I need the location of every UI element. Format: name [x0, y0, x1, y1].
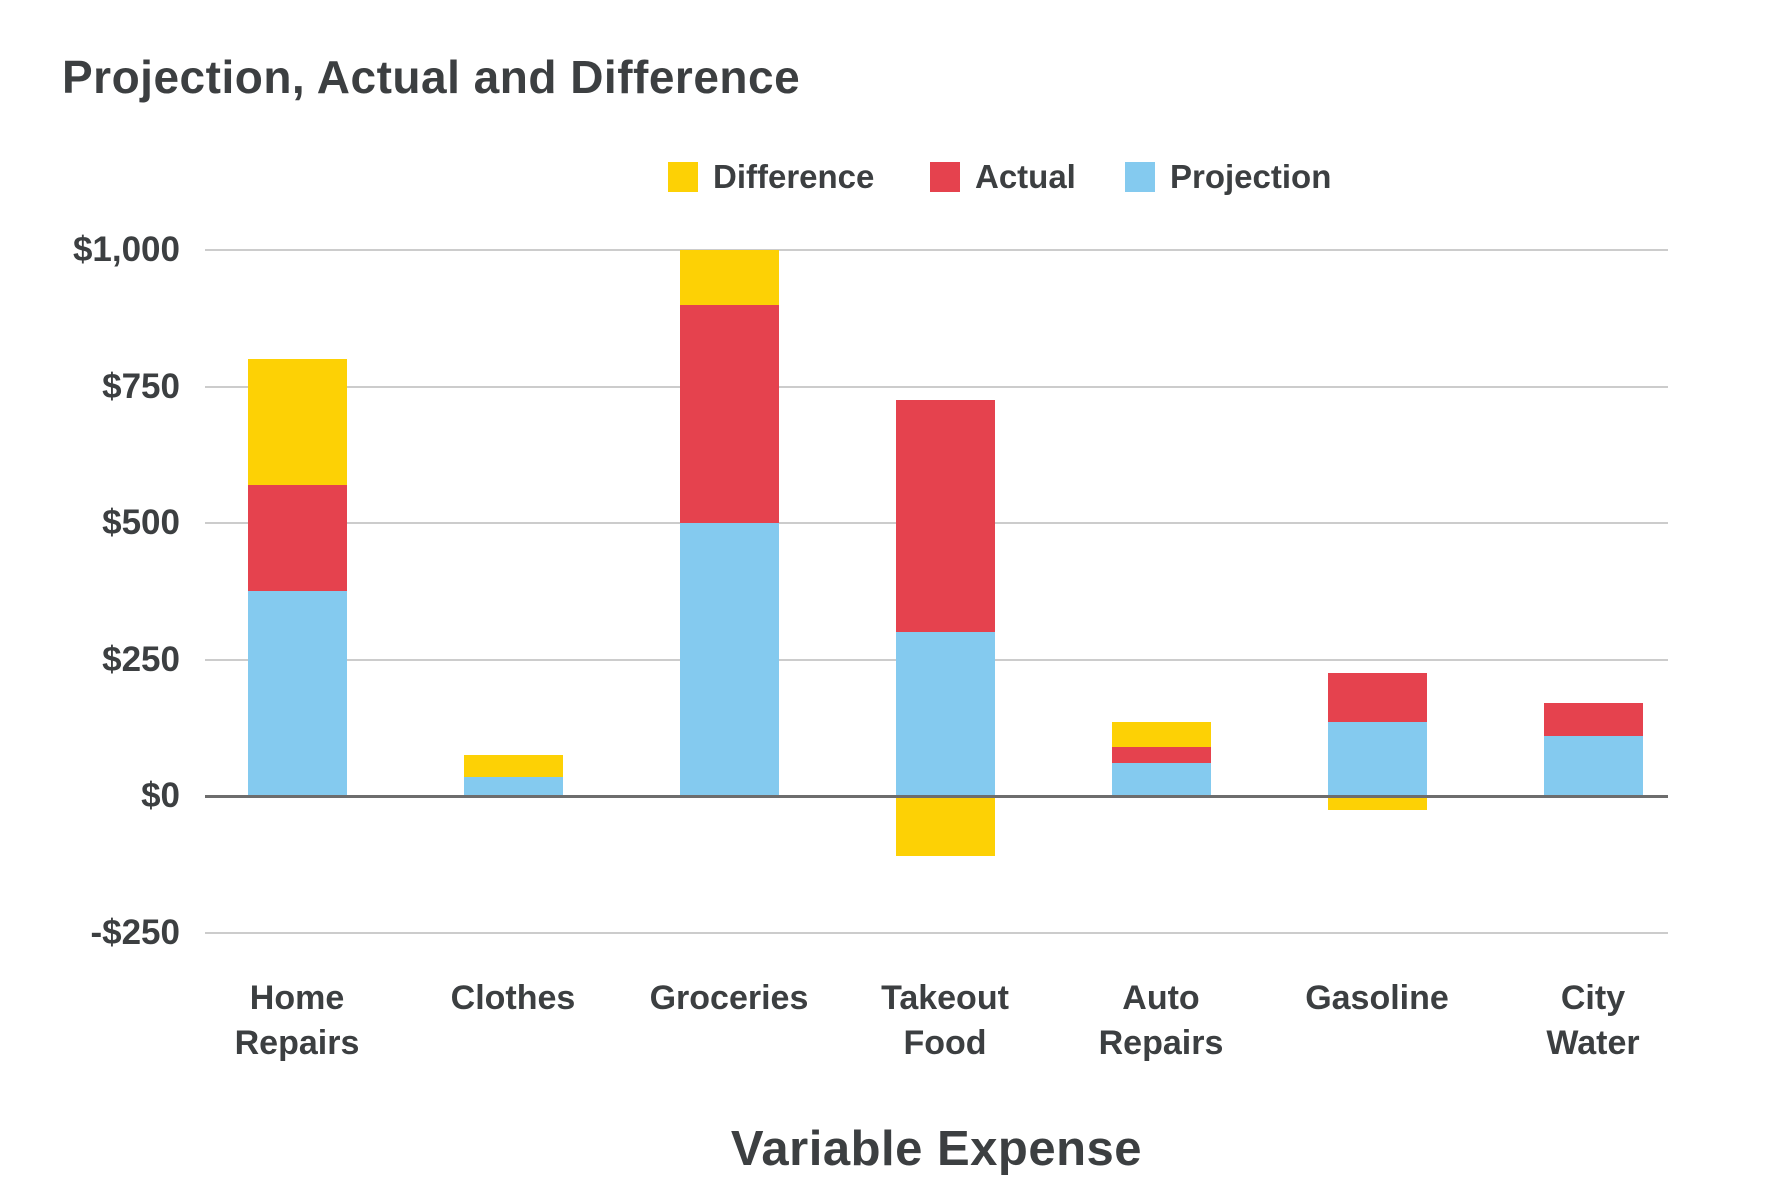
legend-label: Actual — [975, 158, 1076, 195]
chart-title: Projection, Actual and Difference — [62, 51, 801, 103]
bar-segment-projection-clothes[interactable] — [463, 776, 563, 796]
x-axis-category-label-line: Food — [903, 1024, 987, 1062]
legend-label: Difference — [713, 158, 875, 195]
x-axis-category-label-clothes: Clothes — [393, 976, 633, 1021]
x-axis-category-label-line: Water — [1546, 1024, 1640, 1062]
legend-label: Projection — [1170, 158, 1332, 195]
y-axis-tick-label: $750 — [102, 366, 180, 406]
bar-segment-difference-auto-repairs[interactable] — [1111, 722, 1211, 747]
x-axis-category-label-line: Repairs — [1098, 1024, 1224, 1062]
x-axis-category-label-gasoline: Gasoline — [1257, 976, 1497, 1021]
legend-item-difference[interactable]: Difference — [668, 158, 875, 195]
legend-swatch-projection — [1125, 162, 1155, 192]
x-axis-category-label-city-water: City Water — [1473, 976, 1713, 1066]
x-axis-title: Variable Expense — [730, 1122, 1143, 1176]
bar-segment-difference-groceries[interactable] — [679, 250, 779, 305]
bar-segment-actual-city-water[interactable] — [1543, 703, 1643, 736]
x-axis-category-label-line: City — [1560, 979, 1626, 1017]
legend-swatch-actual — [930, 162, 960, 192]
bar-segment-projection-auto-repairs[interactable] — [1111, 763, 1211, 796]
x-axis-category-label-line: Clothes — [450, 979, 576, 1017]
x-axis-category-label-auto-repairs: Auto Repairs — [1041, 976, 1281, 1066]
x-axis-category-label-line: Takeout — [881, 979, 1009, 1017]
gridline — [205, 931, 1668, 934]
legend-swatch-difference — [668, 162, 698, 192]
gridline — [205, 385, 1668, 388]
y-axis-tick-label: $1,000 — [72, 230, 180, 269]
bar-segment-projection-gasoline[interactable] — [1327, 722, 1427, 796]
x-axis-category-label-line: Groceries — [649, 979, 809, 1017]
bar-segment-difference-clothes[interactable] — [463, 755, 563, 777]
y-axis-tick-label: -$250 — [90, 912, 180, 952]
x-axis-category-label-line: Auto — [1122, 979, 1200, 1017]
x-axis-category-label-line: Repairs — [234, 1024, 360, 1062]
x-axis-category-label-home-repairs: Home Repairs — [177, 976, 417, 1066]
x-axis-category-label-takeout-food: Takeout Food — [825, 976, 1065, 1066]
x-axis-category-label-line: Home — [249, 979, 345, 1017]
bar-segment-projection-home-repairs[interactable] — [247, 591, 347, 797]
legend-item-projection[interactable]: Projection — [1125, 158, 1332, 195]
zero-axis-line — [205, 794, 1668, 798]
y-axis-tick-label: $500 — [102, 503, 180, 542]
x-axis-category-label-line: Gasoline — [1305, 979, 1449, 1017]
legend-item-actual[interactable]: Actual — [930, 158, 1076, 195]
bar-segment-actual-groceries[interactable] — [679, 304, 779, 523]
bar-segment-actual-auto-repairs[interactable] — [1111, 746, 1211, 764]
bar-segment-difference-gasoline[interactable] — [1327, 796, 1427, 810]
bar-segment-projection-groceries[interactable] — [679, 523, 779, 796]
bar-segment-projection-takeout-food[interactable] — [895, 632, 995, 796]
bar-segment-difference-home-repairs[interactable] — [247, 359, 347, 485]
bar-segment-difference-takeout-food[interactable] — [895, 796, 995, 857]
y-axis-tick-label: $250 — [102, 639, 180, 679]
bar-segment-actual-home-repairs[interactable] — [247, 484, 347, 592]
gridline — [205, 249, 1668, 251]
y-axis-tick-label: $0 — [141, 776, 180, 815]
bar-segment-actual-takeout-food[interactable] — [895, 400, 995, 633]
bar-segment-projection-city-water[interactable] — [1543, 735, 1643, 796]
bar-segment-actual-gasoline[interactable] — [1327, 673, 1427, 723]
x-axis-category-label-groceries: Groceries — [609, 976, 849, 1021]
